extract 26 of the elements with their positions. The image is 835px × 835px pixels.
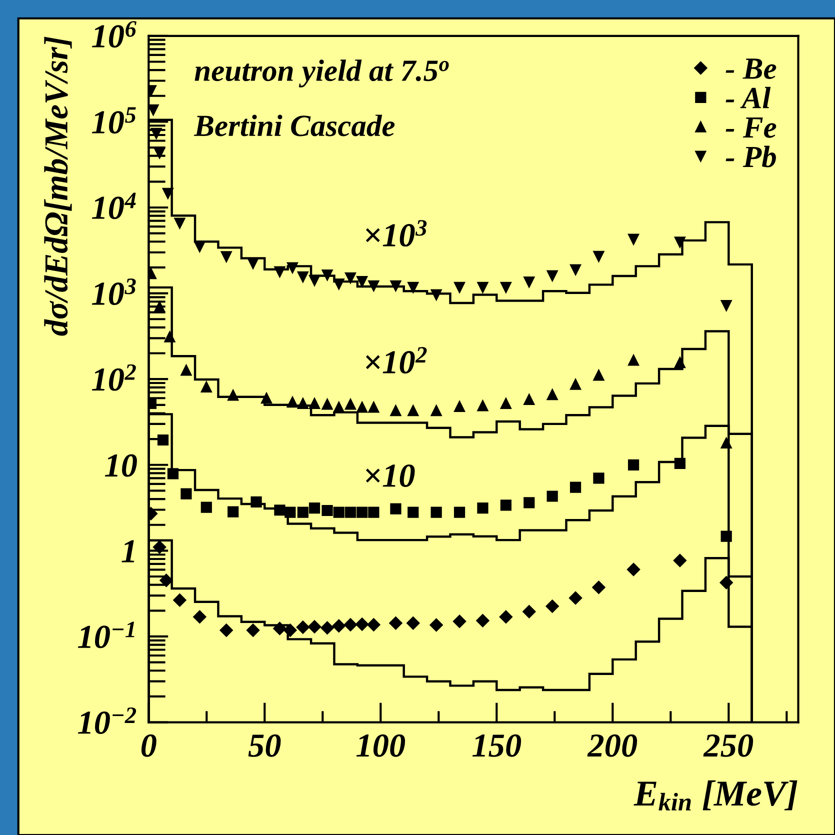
x-axis-title: E$_{kin}$ [MeV] xyxy=(634,780,798,810)
annotation: Bertini Cascade xyxy=(194,114,395,136)
y-tick-label: 10$^{−2}$ xyxy=(78,708,136,734)
y-tick-label: 10$^{−1}$ xyxy=(78,622,134,648)
legend-label: - Pb xyxy=(726,146,776,168)
x-tick-label: 50 xyxy=(248,734,281,757)
annotation: ×10$^{2}$ xyxy=(366,347,427,374)
x-tick-label: 100 xyxy=(356,734,406,757)
y-tick-label: 1 xyxy=(122,540,134,562)
y-tick-label: 10$^{6}$ xyxy=(92,21,136,48)
y-tick-label: 10$^{5}$ xyxy=(92,107,136,134)
legend-label: - Fe xyxy=(726,118,776,138)
x-tick-label: 150 xyxy=(472,734,522,757)
annotation: ×10 xyxy=(366,464,415,487)
x-tick-label: 0 xyxy=(141,734,156,757)
y-tick-label: 10$^{4}$ xyxy=(92,192,136,220)
y-axis-title: dσ/dEdΩ[mb/MeV/sr] xyxy=(44,36,72,336)
y-tick-label: 10$^{2}$ xyxy=(92,364,136,391)
legend-label: - Be xyxy=(726,58,776,79)
y-tick-label: 10 xyxy=(104,454,137,477)
x-tick-label: 250 xyxy=(703,734,754,757)
annotation: ×10$^{3}$ xyxy=(366,220,427,247)
x-tick-label: 200 xyxy=(587,734,638,757)
annotation: neutron yield at 7.5$^{o}$ xyxy=(194,60,449,88)
y-tick-label: 10$^{3}$ xyxy=(92,278,136,306)
legend-label: - Al xyxy=(726,86,771,108)
